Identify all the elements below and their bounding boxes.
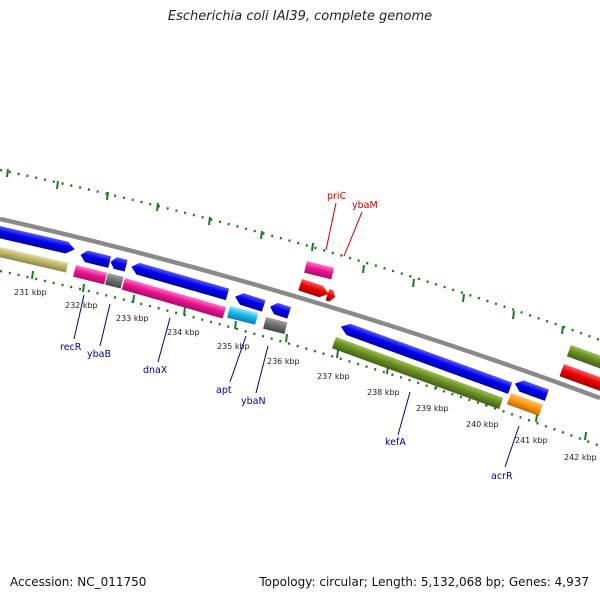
accession-text: Accession: NC_011750 [10,575,147,589]
tick-label: 240 kbp [466,420,499,429]
gene-reverse-1[interactable] [0,223,76,255]
gene-dnaX[interactable] [121,278,226,319]
gene-forward-4[interactable] [559,364,600,392]
tick-label: 237 kbp [317,372,350,381]
tick-label: 235 kbp [217,342,250,351]
gene-reverse-6[interactable] [233,291,266,312]
label-connectors-reverse [73,294,520,468]
tick-label: 234 kbp [167,328,200,337]
gene-label-ybaM: ybaM [352,200,378,211]
gene-ybaB[interactable] [105,273,124,289]
gene-reverse-8[interactable] [339,321,513,394]
tick-labels: 231 kbp 232 kbp 233 kbp 234 kbp 235 kbp … [14,288,597,462]
tick-label: 233 kbp [116,314,149,323]
gene-label-ybaB: ybaB [87,349,111,360]
tick-label: 242 kbp [564,453,597,462]
gene-forward-3[interactable] [566,345,600,370]
gene-reverse-4[interactable] [109,256,128,272]
gene-priC[interactable] [304,261,335,280]
label-connectors-forward [325,202,363,257]
tick-label: 241 kbp [515,436,548,445]
gene-reverse-2[interactable] [0,244,69,273]
gene-label-acrR: acrR [491,471,513,482]
gene-label-dnaX: dnaX [143,365,168,376]
gene-recR[interactable] [73,265,108,285]
tick-label: 238 kbp [367,388,400,397]
gene-label-kefA: kefA [385,437,406,448]
gene-apt[interactable] [227,306,259,325]
tick-label: 231 kbp [14,288,47,297]
tick-label: 236 kbp [267,357,300,366]
gene-label-apt: apt [216,385,232,396]
tick-label: 239 kbp [416,404,449,413]
gene-label-priC: priC [327,191,347,202]
gene-acrR[interactable] [506,393,543,416]
gene-ybaM[interactable] [298,279,337,303]
gene-reverse-7[interactable] [268,301,292,319]
gene-reverse-3[interactable] [79,249,112,268]
gene-reverse-9[interactable] [513,378,549,401]
gene-reverse-5[interactable] [130,261,230,301]
gene-label-ybaN: ybaN [241,396,266,407]
gene-ybaN[interactable] [263,317,288,334]
gene-kefA[interactable] [331,337,504,410]
gene-label-recR: recR [60,342,82,353]
map-title: Escherichia coli IAI39, complete genome [167,9,433,24]
outer-major-ticks [6,168,564,335]
topology-text: Topology: circular; Length: 5,132,068 bp… [259,575,589,589]
genome-backbone [0,216,600,401]
